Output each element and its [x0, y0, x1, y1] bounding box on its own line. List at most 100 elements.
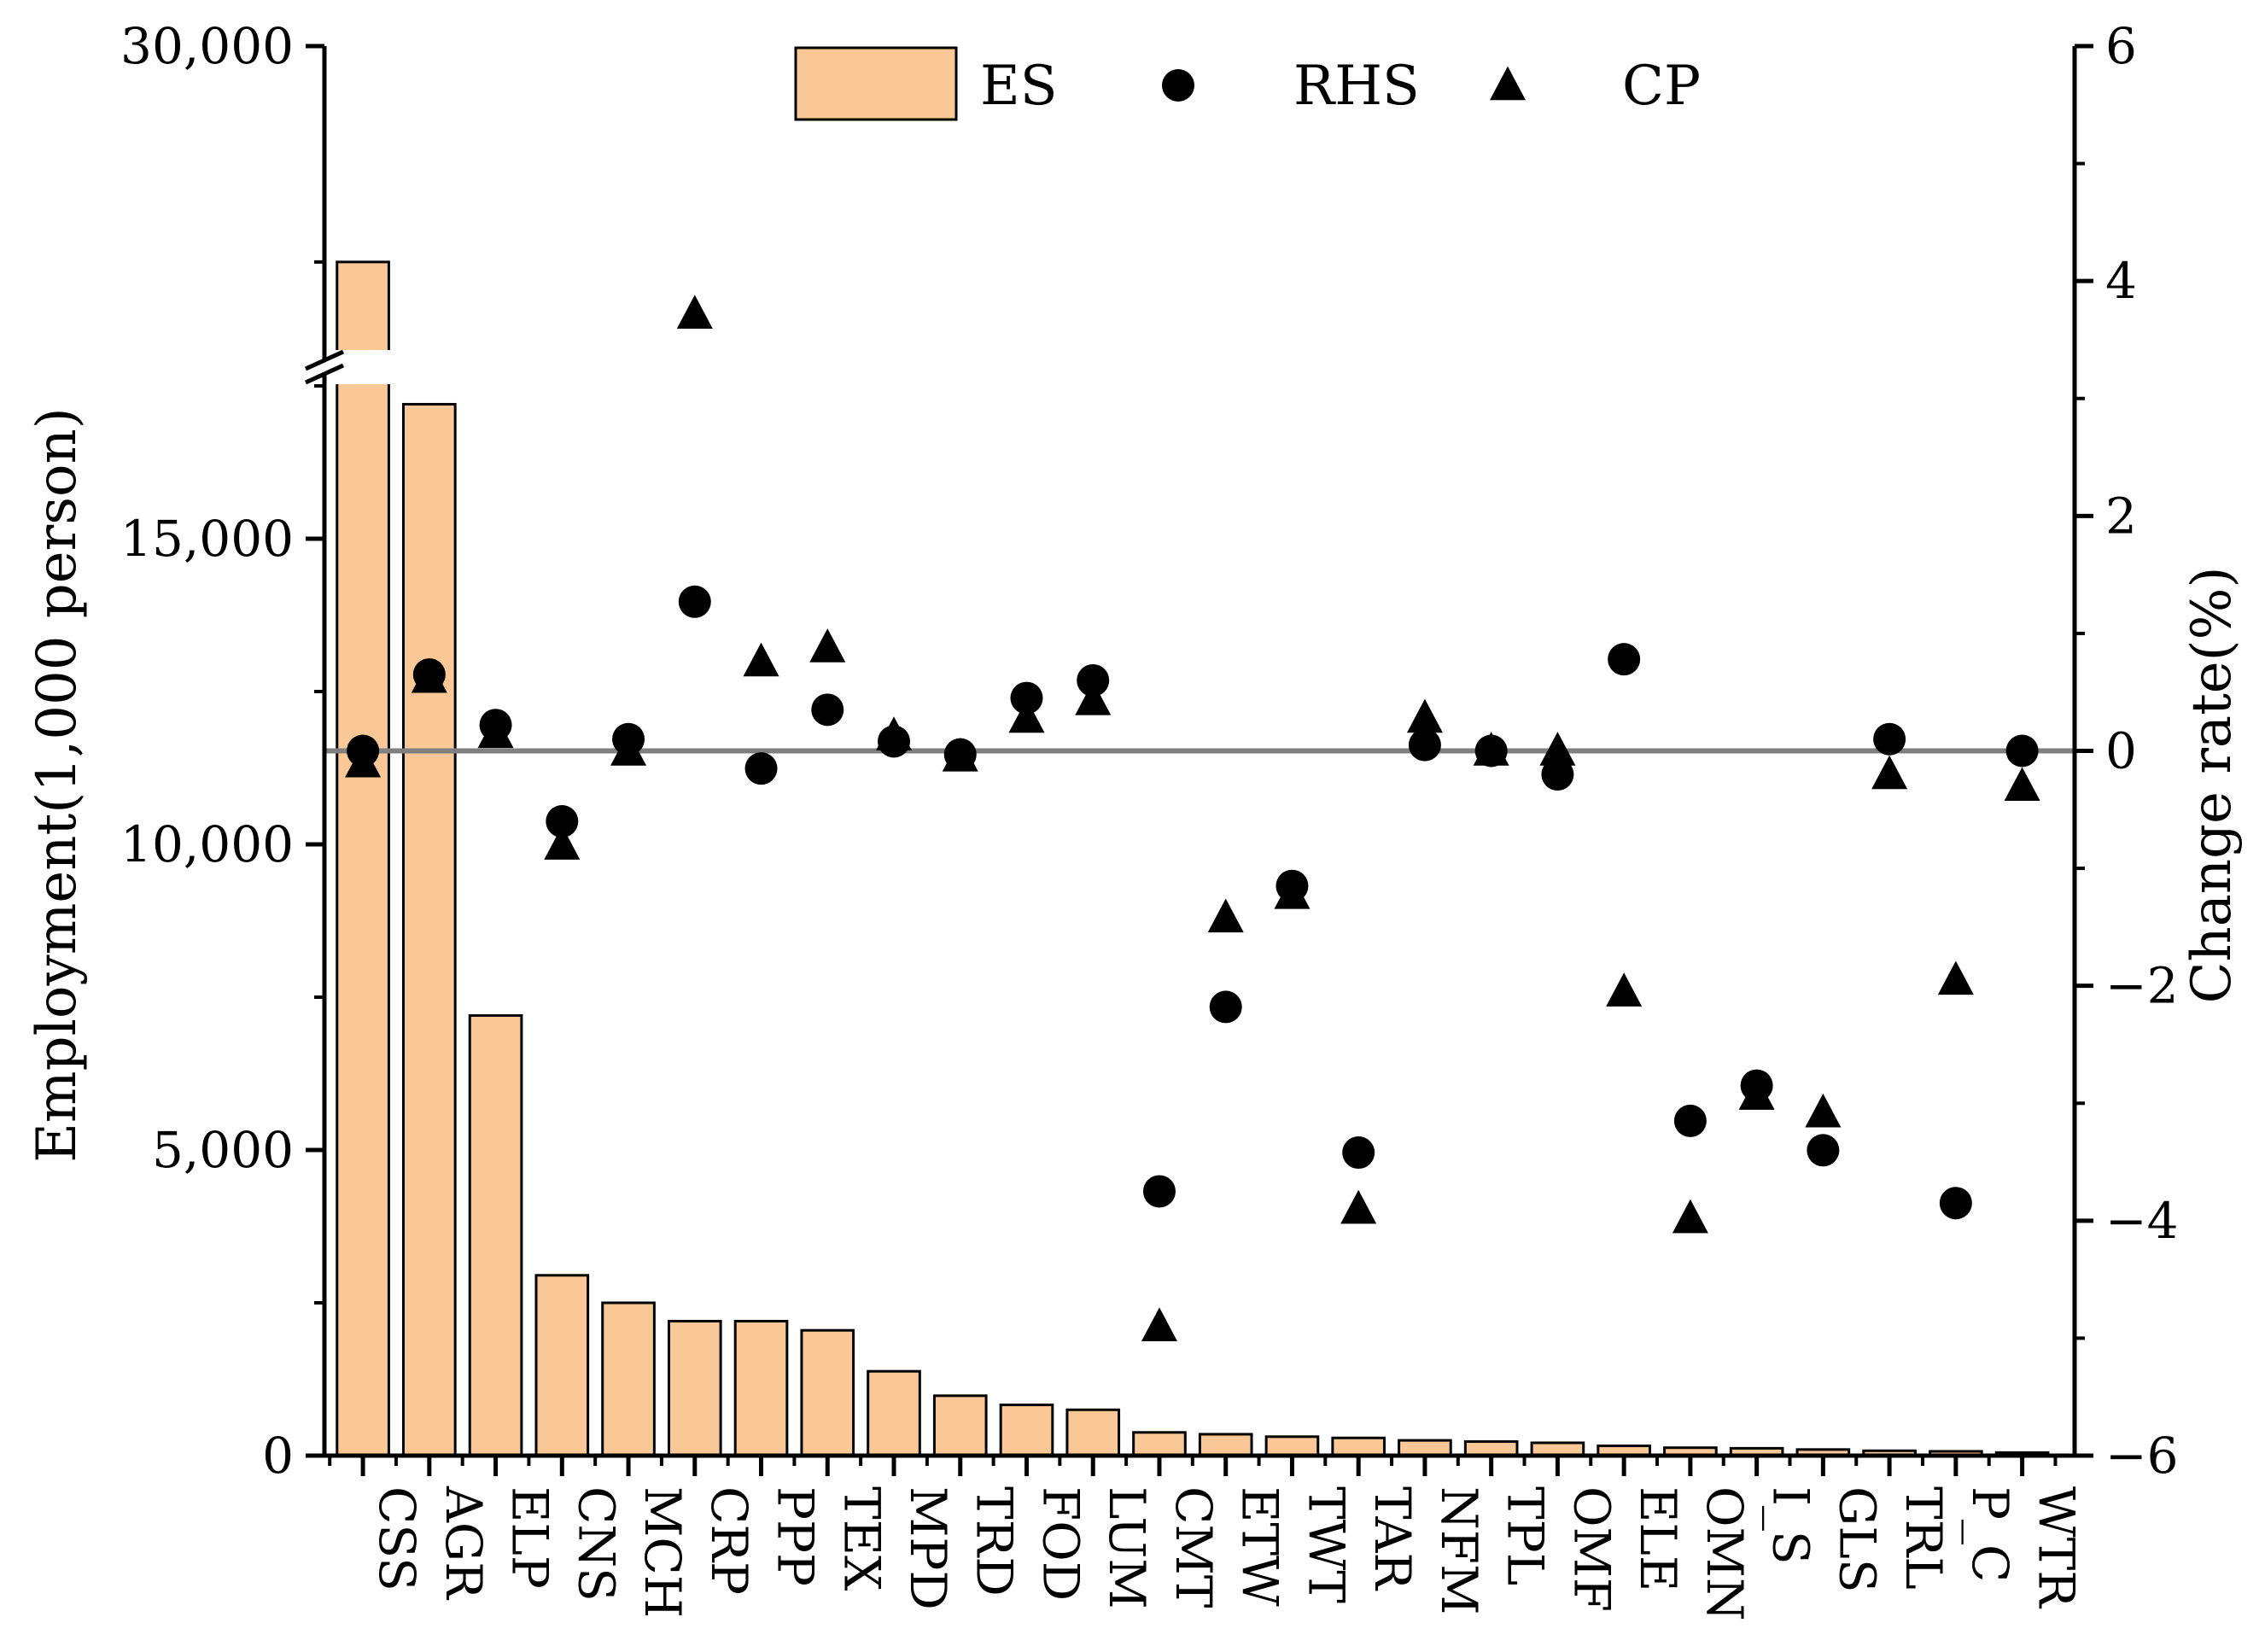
- bar-crp: [667, 1319, 722, 1457]
- category-label-wtr: WTR: [2028, 1486, 2086, 1609]
- legend: ES RHS CP: [794, 46, 1701, 121]
- bar-mch: [601, 1301, 656, 1457]
- category-label-trd: TRD: [966, 1486, 1024, 1597]
- rhs-point-gls: [1807, 1134, 1840, 1167]
- rhs-point-ppp: [744, 752, 778, 785]
- cp-point-mpd: [876, 716, 913, 750]
- bar-elp: [468, 1013, 523, 1457]
- cp-point-crp: [676, 295, 713, 329]
- bar-lum: [1065, 1408, 1121, 1457]
- left-tick-label-5000: 5,000: [152, 1121, 294, 1179]
- right-axis-ticks: −6 −4 −2 0 2 4 6: [2075, 17, 2179, 1485]
- bar-tex: [800, 1328, 855, 1457]
- right-tick-label--6: −6: [2105, 1427, 2179, 1485]
- left-axis-title: Employment(1,000 person): [26, 407, 89, 1163]
- legend-item-cp-swatch: [1490, 66, 1526, 101]
- bar-trd: [932, 1394, 988, 1457]
- rhs-point-etw: [1209, 990, 1242, 1024]
- cp-point-etw: [1207, 898, 1244, 933]
- right-tick-label-0: 0: [2105, 722, 2137, 780]
- cp-point-cmt: [1141, 1307, 1177, 1341]
- category-label-tex: TEX: [832, 1486, 890, 1591]
- legend-item-cp-label: CP: [1622, 55, 1701, 118]
- rhs-point-lum: [1077, 663, 1110, 697]
- cp-point-agr: [411, 658, 447, 693]
- cp-point-omf: [1539, 732, 1576, 766]
- category-labels: CSS AGR ELP CNS MCH CRP PPP TEX MPD TRD FOD LUM CMT E…: [328, 1456, 2086, 1621]
- bar-ppp: [733, 1319, 789, 1457]
- right-tick-label--4: −4: [2105, 1192, 2179, 1250]
- left-tick-label-30000: 30,000: [120, 17, 294, 75]
- rhs-point-cmt: [1142, 1175, 1176, 1208]
- cp-point-wtr: [2004, 767, 2040, 802]
- legend-item-rhs-label: RHS: [1293, 55, 1420, 118]
- cp-point-tar: [1340, 1189, 1377, 1224]
- category-label-nfm: NFM: [1430, 1486, 1488, 1614]
- legend-item-es-label: ES: [980, 55, 1058, 118]
- category-label-cmt: CMT: [1165, 1486, 1223, 1608]
- cp-point-nfm: [1406, 698, 1443, 733]
- rhs-point-omn: [1673, 1104, 1707, 1137]
- cp-point-twt: [1274, 875, 1311, 909]
- category-label-css: CSS: [368, 1486, 426, 1591]
- category-label-gls: GLS: [1828, 1486, 1886, 1593]
- bar-agr: [402, 402, 457, 1457]
- bar-nfm: [1398, 1439, 1452, 1457]
- left-tick-label-15000: 15,000: [120, 510, 294, 568]
- cp-point-omn: [1672, 1199, 1708, 1234]
- cp-point-css: [345, 743, 382, 778]
- right-tick-label-2: 2: [2105, 487, 2137, 545]
- cp-point-tex: [809, 628, 846, 663]
- bar-fod: [999, 1404, 1054, 1457]
- rhs-point-wtr: [2005, 734, 2039, 768]
- cp-point-trd: [942, 738, 978, 772]
- cp-point-lum: [1075, 681, 1112, 715]
- cp-point-tpl: [1473, 732, 1509, 766]
- category-label-mpd: MPD: [899, 1486, 957, 1610]
- cp-point-fod: [1008, 698, 1045, 733]
- axis-break-mark-lower: [304, 363, 345, 385]
- bar-mpd: [867, 1369, 921, 1457]
- rhs-point-ele: [1608, 643, 1641, 676]
- rhs-point-p-c: [1939, 1187, 1972, 1220]
- bar-twt: [1264, 1435, 1320, 1457]
- category-label-p-c: P_C: [1961, 1486, 2019, 1582]
- right-axis-title: Change rate(%): [2180, 567, 2244, 1004]
- category-label-fod: FOD: [1031, 1486, 1089, 1601]
- category-label-etw: ETW: [1231, 1486, 1289, 1607]
- legend-item-es-swatch: [794, 46, 958, 121]
- left-axis-ticks: 0 5,000 10,000 15,000 30,000: [120, 17, 324, 1485]
- bar-css: [336, 260, 390, 1457]
- cp-point-cns: [544, 826, 581, 860]
- cp-point-gls: [1805, 1093, 1842, 1128]
- category-label-elp: ELP: [501, 1486, 559, 1589]
- category-label-mch: MCH: [633, 1486, 692, 1618]
- cp-point-elp: [477, 714, 514, 749]
- rhs-point-tar: [1342, 1136, 1375, 1170]
- plot-area: [324, 260, 2075, 1457]
- bar-etw: [1198, 1433, 1253, 1457]
- rhs-point-omf: [1541, 758, 1574, 791]
- bar-cns: [534, 1274, 590, 1457]
- category-label-cns: CNS: [567, 1486, 625, 1602]
- right-tick-label-6: 6: [2105, 17, 2137, 75]
- cp-point-i-s: [1738, 1076, 1775, 1110]
- bar-tar: [1331, 1436, 1386, 1457]
- left-tick-label-10000: 10,000: [120, 815, 294, 873]
- bar-cmt: [1132, 1431, 1187, 1457]
- cp-point-p-c: [1937, 960, 1974, 995]
- right-tick-label-4: 4: [2105, 252, 2137, 310]
- bar-series-es: [336, 260, 2050, 1457]
- category-label-tar: TAR: [1363, 1486, 1421, 1591]
- marker-series: [345, 295, 2040, 1341]
- rhs-point-cns: [546, 805, 579, 838]
- category-label-twt: TWT: [1297, 1486, 1355, 1603]
- rhs-point-tex: [811, 693, 844, 727]
- rhs-point-trl: [1873, 722, 1906, 756]
- legend-item-rhs-swatch: [1162, 69, 1194, 102]
- rhs-point-nfm: [1408, 728, 1441, 762]
- left-tick-label-0: 0: [262, 1427, 294, 1485]
- category-label-trl: TRL: [1894, 1486, 1953, 1590]
- right-tick-label--2: −2: [2105, 957, 2179, 1015]
